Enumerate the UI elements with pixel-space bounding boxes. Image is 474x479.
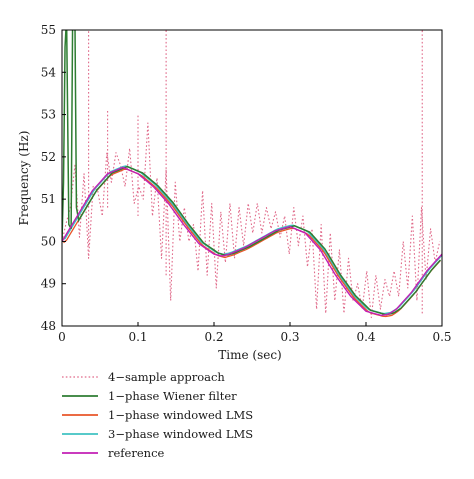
legend-label-3-phase-windowed-lms: 3−phase windowed LMS xyxy=(108,427,253,441)
x-axis-label: Time (sec) xyxy=(218,348,281,362)
x-tick-label: 0.1 xyxy=(128,330,147,344)
series-reference xyxy=(62,166,442,317)
axes: 0 0.1 0.2 0.3 0.4 0.5 48 49 50 51 52 53 54 55 xyxy=(41,23,452,344)
y-tick-label: 48 xyxy=(41,319,56,333)
x-tick-label: 0 xyxy=(58,330,66,344)
x-tick-label: 0.3 xyxy=(280,330,299,344)
y-tick-label: 54 xyxy=(41,65,57,79)
series-3-phase-windowed-lms xyxy=(62,165,442,315)
y-tick-label: 50 xyxy=(41,234,56,248)
y-tick-label: 49 xyxy=(41,277,56,291)
series-4-sample-approach xyxy=(62,122,441,319)
y-tick-label: 55 xyxy=(41,23,56,37)
plot-area xyxy=(62,30,442,319)
legend-label-4-sample-approach: 4−sample approach xyxy=(108,370,225,384)
y-tick-label: 51 xyxy=(41,192,56,206)
legend-label-1-phase-windowed-lms: 1−phase windowed LMS xyxy=(108,408,253,422)
legend-label-reference: reference xyxy=(108,446,165,460)
plot-frame xyxy=(61,29,443,327)
legend-label-1-phase-wiener-filter: 1−phase Wiener filter xyxy=(108,389,237,403)
y-tick-label: 52 xyxy=(41,150,56,164)
y-tick-label: 53 xyxy=(41,108,56,122)
legend: 4−sample approach 1−phase Wiener filter 1−… xyxy=(62,370,253,460)
y-axis-label: Frequency (Hz) xyxy=(17,131,31,226)
x-tick-label: 0.5 xyxy=(432,330,451,344)
x-tick-label: 0.2 xyxy=(204,330,223,344)
x-tick-label: 0.4 xyxy=(356,330,375,344)
series-1-phase-wiener-filter xyxy=(62,30,442,316)
